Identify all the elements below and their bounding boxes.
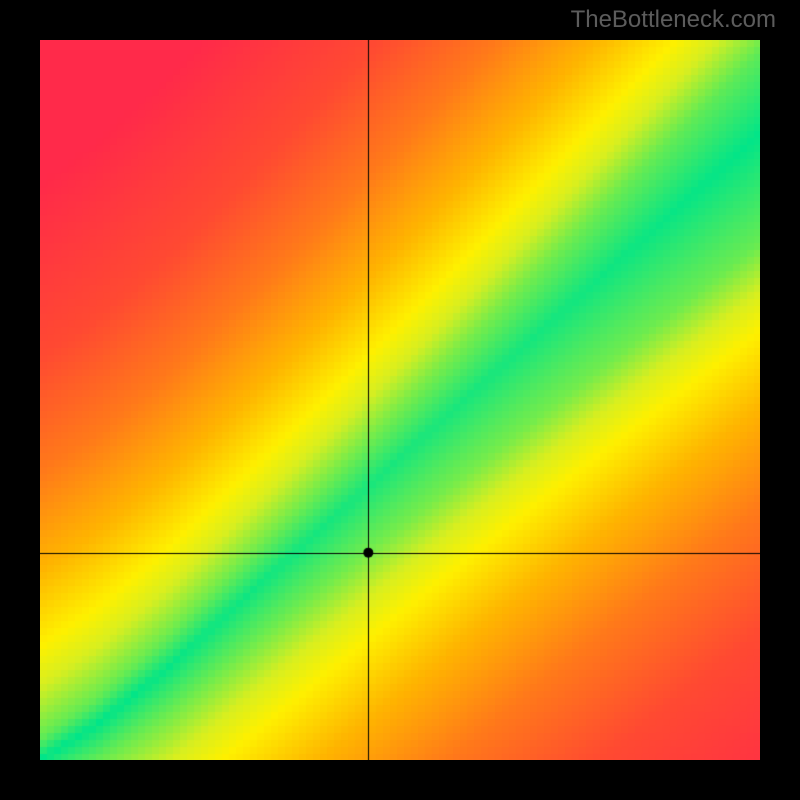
attribution-label: TheBottleneck.com: [571, 6, 776, 34]
bottleneck-heatmap-canvas: [40, 40, 760, 760]
